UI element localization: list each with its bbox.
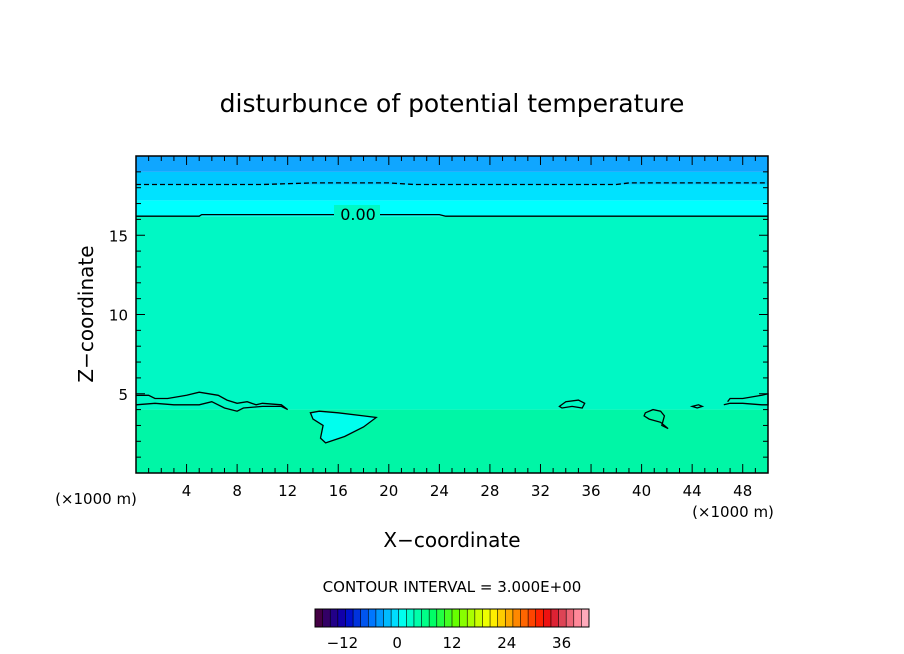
x-tick-label: 44 [683, 482, 702, 500]
field-band-4 [136, 171, 768, 185]
colorbar-cell [444, 609, 453, 627]
colorbar-cell [353, 609, 362, 627]
plot-area [136, 156, 768, 473]
colorbar-cell [566, 609, 575, 627]
colorbar-cell [315, 609, 324, 627]
colorbar-cell [360, 609, 369, 627]
colorbar [314, 608, 590, 628]
x-unit-right: (×1000 m) [692, 503, 774, 521]
field-band-3 [136, 184, 768, 201]
y-axis-ticks: 5 10 15 [109, 171, 768, 458]
colorbar-cell [398, 609, 407, 627]
contour-line-7 [689, 404, 705, 409]
colorbar-cell [497, 609, 506, 627]
colorbar-cell [573, 609, 582, 627]
colorbar-cell [490, 609, 499, 627]
colorbar-cell [391, 609, 400, 627]
x-tick-label: 4 [182, 482, 192, 500]
x-tick-label: 28 [480, 482, 499, 500]
colorbar-cell [421, 609, 430, 627]
contour-line-2 [135, 391, 289, 412]
x-axis-ticks: 4 8 12 16 20 24 28 32 36 40 44 48 [148, 156, 756, 500]
colorbar-cell [345, 609, 354, 627]
colorbar-tick-labels: −12 0 12 24 36 [327, 634, 572, 652]
colorbar-cell [368, 609, 377, 627]
x-tick-label: 32 [531, 482, 550, 500]
colorbar-cell [581, 609, 590, 627]
colorbar-tick-label: 36 [552, 634, 571, 652]
y-tick-label: 10 [109, 307, 128, 325]
colorbar-tick-label: 0 [392, 634, 402, 652]
contour-label: 0.00 [340, 205, 376, 224]
colorbar-cell [520, 609, 529, 627]
y-axis-label: Z−coordinate [74, 245, 98, 382]
colorbar-cell [550, 609, 559, 627]
colorbar-cell [383, 609, 392, 627]
x-tick-label: 16 [329, 482, 348, 500]
colorbar-cell [474, 609, 483, 627]
contour-interval-text: CONTOUR INTERVAL = 3.000E+00 [323, 578, 582, 596]
x-tick-label: 12 [278, 482, 297, 500]
field-band-0 [136, 409, 768, 473]
x-tick-label: 24 [430, 482, 449, 500]
cold-patch-fill [310, 411, 377, 443]
x-tick-label: 36 [581, 482, 600, 500]
colorbar-cell [330, 609, 339, 627]
x-tick-label: 8 [232, 482, 242, 500]
colorbar-cell [436, 609, 445, 627]
colorbar-cell [528, 609, 537, 627]
contour-line-3 [309, 410, 378, 444]
colorbar-cell [375, 609, 384, 627]
colorbar-tick-label: −12 [327, 634, 359, 652]
y-tick-label: 15 [109, 227, 128, 245]
contour-label-background [334, 205, 380, 223]
field-band-2 [136, 200, 768, 217]
x-tick-label: 48 [733, 482, 752, 500]
colorbar-cell [543, 609, 552, 627]
x-tick-label: 20 [379, 482, 398, 500]
chart-title: disturbunce of potential temperature [220, 89, 685, 118]
colorbar-tick-label: 24 [497, 634, 516, 652]
colorbar-cell [558, 609, 567, 627]
colorbar-cell [535, 609, 544, 627]
contour-line-5 [643, 408, 669, 430]
contour-line-1 [136, 182, 768, 186]
colorbar-cell [429, 609, 438, 627]
colorbar-cell [482, 609, 491, 627]
colorbar-cell [467, 609, 476, 627]
x-unit-left: (×1000 m) [55, 490, 137, 508]
colorbar-cell [512, 609, 521, 627]
colorbar-cell [322, 609, 331, 627]
contour-line-4 [558, 399, 586, 409]
colorbar-frame [314, 608, 590, 628]
field-band-1 [136, 216, 768, 410]
x-tick-label: 40 [632, 482, 651, 500]
colorbar-cell [337, 609, 346, 627]
colorbar-cell [459, 609, 468, 627]
colorbar-cell [413, 609, 422, 627]
x-axis-label: X−coordinate [383, 528, 520, 552]
field-band-5 [136, 156, 768, 172]
contour-label-group: 0.00 [334, 205, 380, 224]
colorbar-cell [505, 609, 514, 627]
colorbar-cell [406, 609, 415, 627]
colorbar-tick-label: 12 [442, 634, 461, 652]
colorbar-cell [452, 609, 461, 627]
y-tick-label: 5 [118, 386, 128, 404]
